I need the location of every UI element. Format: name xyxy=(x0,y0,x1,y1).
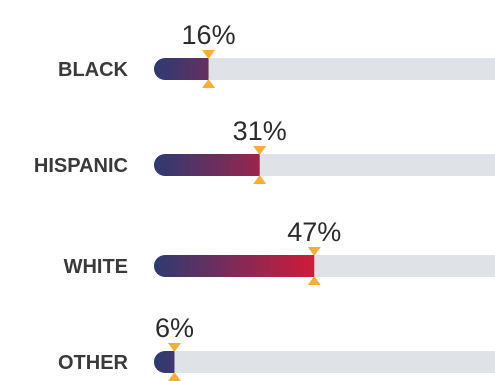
bar-row-black: BLACK 16% xyxy=(58,20,495,88)
bar-fill-black xyxy=(154,58,209,80)
value-marker-bottom-black xyxy=(202,79,216,88)
category-label-other: OTHER xyxy=(58,352,129,374)
value-label-white: 47% xyxy=(287,217,341,247)
value-marker-top-hispanic xyxy=(253,146,267,155)
value-label-black: 16% xyxy=(182,20,236,50)
value-marker-top-black xyxy=(202,50,216,59)
category-label-hispanic: HISPANIC xyxy=(34,155,128,177)
bar-fill-hispanic xyxy=(154,154,260,176)
bar-fill-white xyxy=(154,255,315,277)
category-label-black: BLACK xyxy=(58,59,129,81)
value-label-hispanic: 31% xyxy=(233,116,287,146)
value-marker-top-white xyxy=(307,247,321,256)
value-marker-bottom-other xyxy=(167,372,181,381)
bar-row-hispanic: HISPANIC 31% xyxy=(34,116,495,184)
bar-track-black xyxy=(154,58,495,80)
value-marker-top-other xyxy=(167,343,181,352)
bar-row-white: WHITE 47% xyxy=(64,217,495,285)
bar-fill-other xyxy=(154,351,175,373)
category-label-white: WHITE xyxy=(64,256,128,278)
bar-track-other xyxy=(154,351,495,373)
bar-row-other: OTHER 6% xyxy=(58,313,495,381)
value-marker-bottom-white xyxy=(307,276,321,285)
value-marker-bottom-hispanic xyxy=(253,175,267,184)
value-label-other: 6% xyxy=(155,313,194,343)
